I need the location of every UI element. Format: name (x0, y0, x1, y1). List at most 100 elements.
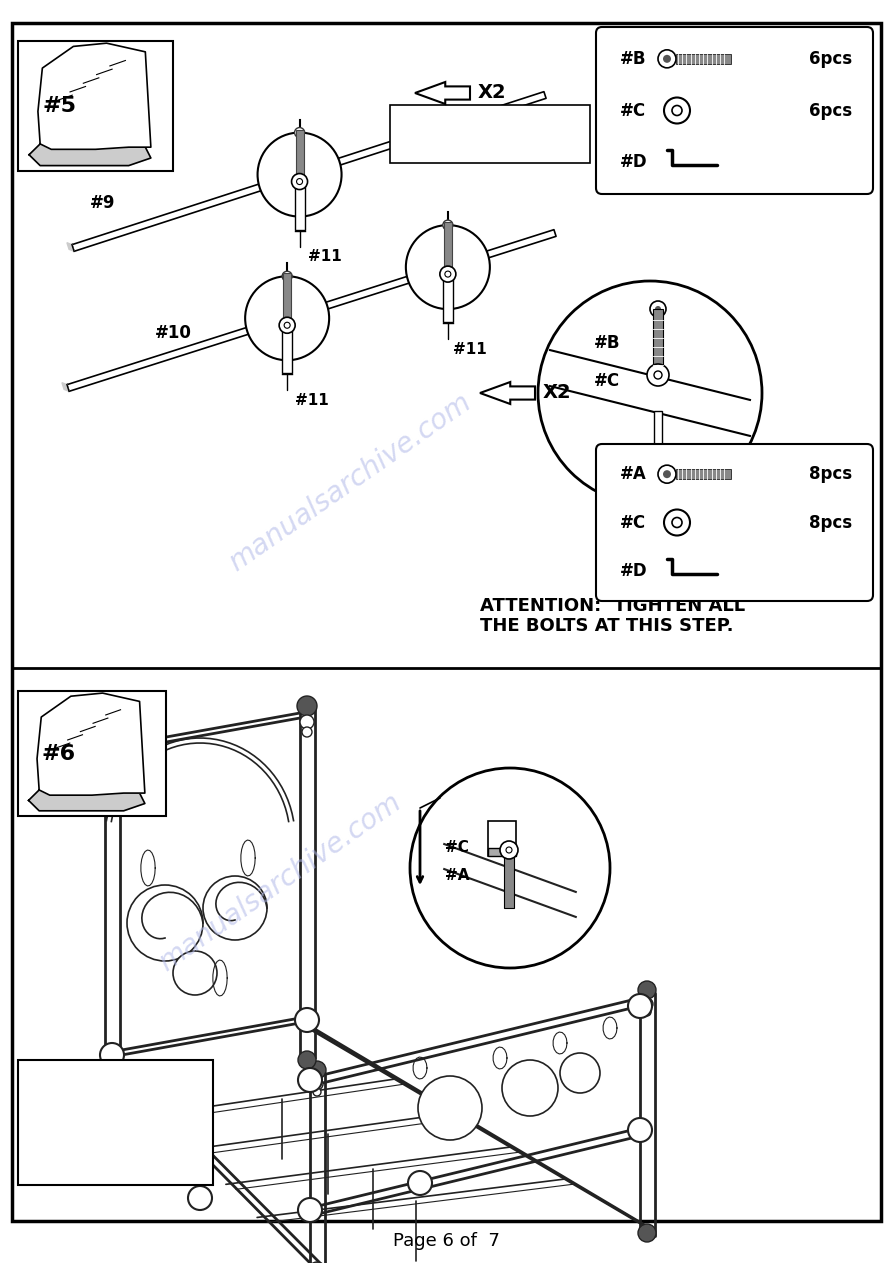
FancyBboxPatch shape (596, 445, 873, 601)
Circle shape (296, 178, 303, 184)
Circle shape (506, 847, 512, 853)
Polygon shape (62, 383, 69, 392)
Polygon shape (72, 92, 547, 251)
Bar (488, 847, 516, 856)
Bar (443, 277, 453, 322)
Circle shape (295, 128, 305, 138)
Circle shape (654, 371, 662, 379)
Text: 8pcs: 8pcs (809, 514, 852, 532)
Bar (283, 273, 291, 323)
Text: #C: #C (620, 101, 647, 120)
Circle shape (418, 1076, 482, 1140)
Circle shape (650, 301, 666, 317)
Polygon shape (37, 693, 145, 796)
Circle shape (663, 470, 671, 479)
Circle shape (107, 759, 117, 769)
Bar (654, 410, 662, 460)
Circle shape (658, 465, 676, 484)
Text: #11: #11 (307, 249, 341, 264)
Circle shape (445, 272, 451, 277)
Polygon shape (480, 381, 535, 404)
Circle shape (658, 49, 676, 68)
Text: #5: #5 (42, 96, 77, 116)
Polygon shape (29, 789, 145, 811)
Circle shape (672, 106, 682, 115)
Text: manualsarchive.com: manualsarchive.com (154, 788, 406, 978)
Circle shape (300, 715, 314, 729)
Circle shape (628, 994, 652, 1018)
Text: 6pcs: 6pcs (809, 101, 852, 120)
Text: #C: #C (594, 373, 620, 390)
Bar (444, 222, 452, 272)
Text: X2: X2 (543, 384, 572, 403)
Text: #6: #6 (41, 744, 75, 764)
Text: #D: #D (620, 153, 647, 172)
Circle shape (257, 133, 341, 216)
Circle shape (100, 1043, 124, 1067)
Bar (295, 184, 305, 230)
Bar (18, 1060, 213, 1185)
Text: #9: #9 (90, 195, 115, 212)
Circle shape (284, 322, 290, 328)
Circle shape (295, 1008, 319, 1032)
Circle shape (285, 274, 289, 278)
Text: #D: #D (620, 562, 647, 580)
FancyBboxPatch shape (596, 27, 873, 195)
Polygon shape (29, 144, 151, 165)
Circle shape (308, 1061, 326, 1079)
Circle shape (298, 1199, 322, 1223)
Circle shape (173, 951, 217, 995)
Circle shape (443, 220, 453, 230)
Text: #10: #10 (155, 325, 192, 342)
Bar (296, 130, 304, 179)
Circle shape (638, 981, 656, 999)
Circle shape (655, 306, 661, 312)
Circle shape (643, 1008, 651, 1015)
Circle shape (127, 885, 203, 961)
Text: #B: #B (620, 49, 647, 68)
Circle shape (188, 1186, 212, 1210)
Circle shape (282, 272, 292, 282)
Bar (390, 105, 590, 163)
Bar (504, 853, 514, 908)
Text: #C: #C (445, 840, 469, 855)
Circle shape (647, 364, 669, 386)
Text: Page 6 of  7: Page 6 of 7 (393, 1231, 499, 1250)
Polygon shape (38, 43, 151, 149)
Circle shape (102, 727, 122, 748)
Bar (676, 469, 731, 479)
Circle shape (408, 1171, 432, 1195)
Polygon shape (67, 242, 74, 251)
Text: ATTENTION:  TIGHTEN ALL
THE BOLTS AT THIS STEP.: ATTENTION: TIGHTEN ALL THE BOLTS AT THIS… (480, 596, 745, 635)
Circle shape (538, 280, 762, 505)
Circle shape (446, 224, 450, 227)
Circle shape (440, 266, 455, 282)
Text: #A: #A (620, 465, 647, 484)
Circle shape (410, 768, 610, 967)
Bar (488, 821, 516, 856)
Text: 8pcs: 8pcs (809, 465, 852, 484)
Bar (676, 54, 731, 64)
Circle shape (663, 54, 671, 63)
Text: #11: #11 (453, 341, 487, 356)
Circle shape (297, 130, 302, 135)
Circle shape (313, 1087, 321, 1096)
Polygon shape (415, 82, 470, 104)
Circle shape (246, 277, 330, 360)
Circle shape (291, 173, 307, 189)
Circle shape (638, 1224, 656, 1242)
Circle shape (641, 998, 653, 1010)
Circle shape (302, 727, 312, 738)
Polygon shape (67, 230, 556, 392)
Text: 6pcs: 6pcs (809, 49, 852, 68)
Circle shape (664, 97, 690, 124)
Circle shape (203, 877, 267, 940)
Text: #A: #A (445, 869, 470, 884)
Bar (18, 691, 166, 816)
Circle shape (502, 1060, 558, 1116)
Circle shape (311, 1079, 323, 1090)
Circle shape (560, 1053, 600, 1092)
Circle shape (280, 317, 296, 333)
Circle shape (298, 1068, 322, 1092)
Text: #11: #11 (296, 393, 329, 408)
